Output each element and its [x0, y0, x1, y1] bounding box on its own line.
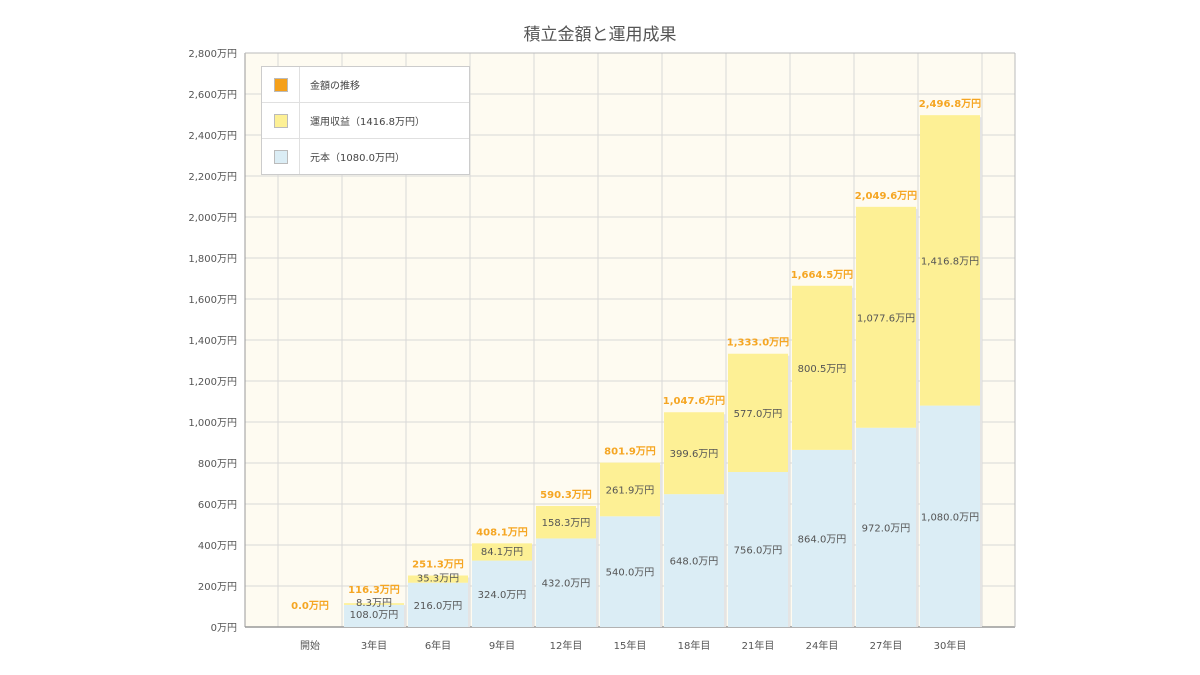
total-value-label: 408.1万円 [476, 526, 528, 538]
bar-gain [344, 603, 404, 605]
gain-value-label: 800.5万円 [798, 364, 847, 375]
principal-value-label: 756.0万円 [734, 546, 783, 557]
bar-principal [472, 560, 532, 627]
bar-principal [728, 472, 788, 627]
y-tick-label: 400万円 [198, 541, 237, 552]
total-value-label: 1,333.0万円 [727, 337, 789, 349]
legend-item-principal[interactable]: 元本（1080.0万円） [262, 139, 469, 174]
x-tick-label: 21年目 [742, 639, 775, 652]
bar-gain [920, 115, 980, 406]
principal-value-label: 432.0万円 [542, 579, 591, 590]
bar-principal [408, 582, 468, 627]
total-value-label: 2,049.6万円 [855, 190, 917, 202]
bar-principal [344, 604, 404, 627]
gain-value-label: 8.3万円 [356, 598, 392, 609]
bar-principal [792, 449, 852, 627]
y-tick-label: 200万円 [198, 582, 237, 593]
y-tick-label: 2,400万円 [188, 131, 237, 142]
y-tick-label: 1,600万円 [188, 295, 237, 306]
gain-value-label: 84.1万円 [481, 547, 523, 558]
x-tick-label: 9年目 [489, 639, 515, 652]
bar-principal [600, 516, 660, 627]
bar-gain [856, 206, 916, 428]
x-tick-label: 24年目 [806, 639, 839, 652]
bar-gain [472, 543, 532, 561]
gain-value-label: 577.0万円 [734, 409, 783, 420]
legend: 金額の推移 運用収益（1416.8万円） 元本（1080.0万円） [261, 66, 470, 175]
y-tick-label: 2,600万円 [188, 90, 237, 101]
principal-value-label: 216.0万円 [414, 601, 463, 612]
gain-value-label: 261.9万円 [606, 485, 655, 496]
x-tick-label: 12年目 [550, 639, 583, 652]
total-value-label: 801.9万円 [604, 446, 656, 458]
bar-gain [600, 462, 660, 517]
x-tick-label: 開始 [300, 639, 320, 652]
principal-value-label: 972.0万円 [862, 523, 911, 534]
principal-value-label: 540.0万円 [606, 568, 655, 579]
bar-gain [664, 412, 724, 495]
total-value-label: 116.3万円 [348, 584, 400, 596]
principal-value-label: 648.0万円 [670, 557, 719, 568]
legend-label-gain: 運用収益（1416.8万円） [310, 117, 425, 128]
y-tick-label: 1,800万円 [188, 254, 237, 265]
x-tick-label: 3年目 [361, 639, 387, 652]
y-tick-label: 1,400万円 [188, 336, 237, 347]
principal-value-label: 324.0万円 [478, 590, 527, 601]
legend-label-principal: 元本（1080.0万円） [310, 153, 405, 164]
y-tick-label: 2,000万円 [188, 213, 237, 224]
principal-value-label: 864.0万円 [798, 534, 847, 545]
x-tick-label: 15年目 [614, 639, 647, 652]
bar-gain [792, 285, 852, 450]
bar-principal [536, 538, 596, 627]
y-tick-label: 0万円 [211, 623, 237, 634]
y-tick-label: 800万円 [198, 459, 237, 470]
gain-value-label: 399.6万円 [670, 449, 719, 460]
chart-title: 積立金額と運用成果 [523, 25, 677, 45]
gain-value-label: 1,416.8万円 [921, 256, 979, 267]
x-tick-label: 27年目 [870, 639, 903, 652]
bar-gain [408, 575, 468, 583]
x-tick-label: 30年目 [934, 639, 967, 652]
legend-swatch-principal [273, 149, 288, 164]
y-tick-label: 2,200万円 [188, 172, 237, 183]
total-value-label: 590.3万円 [540, 489, 592, 501]
y-tick-label: 600万円 [198, 500, 237, 511]
total-value-label: 2,496.8万円 [919, 98, 981, 110]
gain-value-label: 158.3万円 [542, 518, 591, 529]
y-tick-label: 1,000万円 [188, 418, 237, 429]
legend-swatch-gain [273, 113, 288, 128]
legend-item-trend[interactable]: 金額の推移 [262, 67, 469, 103]
total-value-label: 0.0万円 [291, 600, 329, 612]
legend-item-gain[interactable]: 運用収益（1416.8万円） [262, 103, 469, 139]
total-value-label: 1,047.6万円 [663, 395, 725, 407]
y-tick-label: 2,800万円 [188, 49, 237, 60]
x-tick-label: 18年目 [678, 639, 711, 652]
y-tick-label: 1,200万円 [188, 377, 237, 388]
x-tick-label: 6年目 [425, 639, 451, 652]
bar-principal [856, 427, 916, 627]
gain-value-label: 1,077.6万円 [857, 313, 915, 324]
bar-principal [664, 494, 724, 627]
legend-label-trend: 金額の推移 [310, 81, 360, 92]
total-value-label: 1,664.5万円 [791, 269, 853, 281]
bar-gain [728, 353, 788, 473]
principal-value-label: 108.0万円 [350, 610, 399, 621]
bar-principal [920, 405, 980, 627]
bar-gain [536, 505, 596, 539]
total-value-label: 251.3万円 [412, 558, 464, 570]
legend-swatch-trend [273, 77, 288, 92]
principal-value-label: 1,080.0万円 [921, 512, 979, 523]
gain-value-label: 35.3万円 [417, 573, 459, 584]
